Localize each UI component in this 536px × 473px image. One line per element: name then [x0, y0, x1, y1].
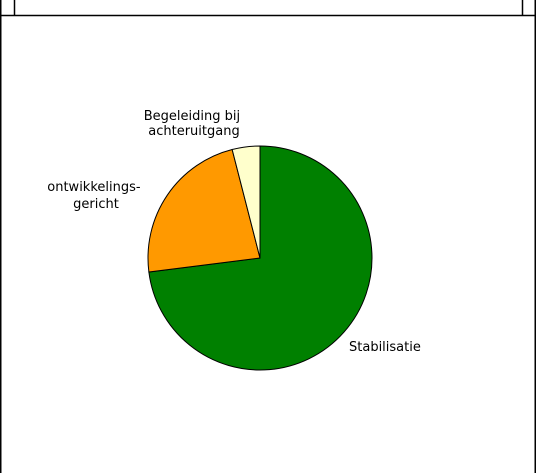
pie-slice-2: [231, 145, 261, 259]
slice-label-begeleiding: Begeleiding bij achteruitgang: [144, 109, 245, 139]
pie-slices: [147, 145, 373, 371]
pie-slice-1: [147, 148, 261, 273]
slice-label-stabilisatie: Stabilisatie: [349, 340, 421, 355]
slice-label-ontwikkelingsgericht: ontwikkelings- gericht: [47, 180, 144, 212]
